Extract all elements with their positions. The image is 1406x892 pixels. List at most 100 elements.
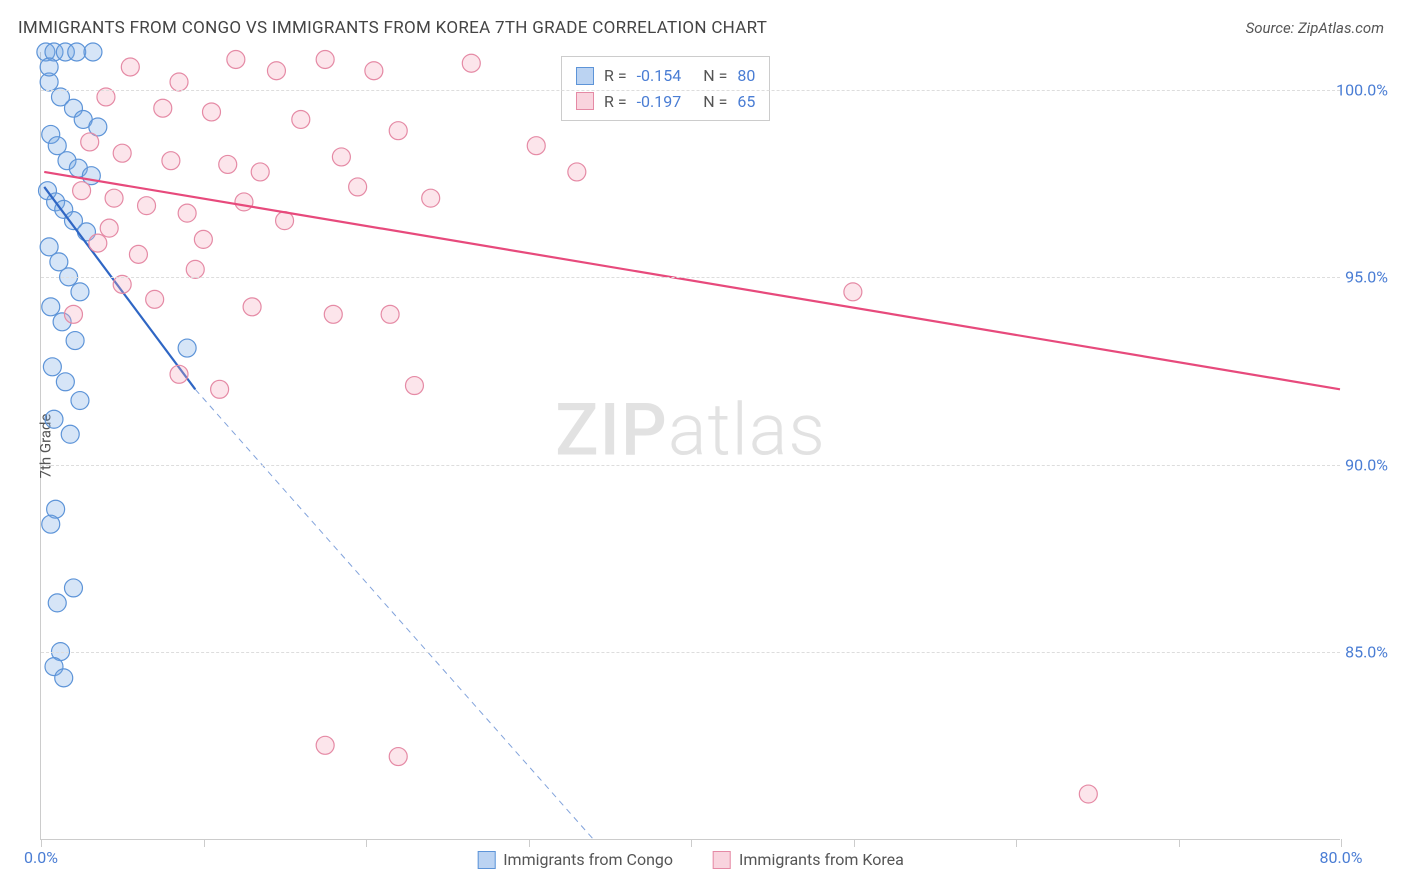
scatter-point xyxy=(332,148,350,166)
scatter-point xyxy=(100,219,118,237)
grid-line xyxy=(41,90,1340,91)
scatter-point xyxy=(568,163,586,181)
correlation-chart: 7th Grade ZIPatlas R = -0.154N = 80R = -… xyxy=(40,52,1388,840)
scatter-point xyxy=(84,43,102,61)
y-tick-label: 95.0% xyxy=(1345,268,1388,287)
stats-n-value: 65 xyxy=(737,89,755,115)
scatter-point xyxy=(61,425,79,443)
stats-swatch xyxy=(576,92,594,110)
scatter-point xyxy=(194,230,212,248)
x-tick xyxy=(529,839,530,847)
scatter-point xyxy=(64,579,82,597)
scatter-point xyxy=(105,189,123,207)
stats-n-label: N = xyxy=(703,89,727,115)
scatter-point xyxy=(365,62,383,80)
scatter-point xyxy=(251,163,269,181)
scatter-point xyxy=(71,392,89,410)
x-tick xyxy=(1016,839,1017,847)
scatter-point xyxy=(146,290,164,308)
scatter-point xyxy=(316,736,334,754)
scatter-point xyxy=(68,43,86,61)
scatter-point xyxy=(170,365,188,383)
scatter-point xyxy=(48,594,66,612)
stats-r-label: R = xyxy=(604,89,627,115)
scatter-point xyxy=(203,103,221,121)
scatter-point xyxy=(462,54,480,72)
regression-extension xyxy=(195,389,593,839)
stats-row: R = -0.154 N = 80 xyxy=(576,63,755,89)
scatter-point xyxy=(381,305,399,323)
scatter-point xyxy=(81,133,99,151)
legend-swatch xyxy=(713,851,731,869)
x-tick-label: 0.0% xyxy=(24,848,58,867)
scatter-point xyxy=(113,144,131,162)
scatter-point xyxy=(349,178,367,196)
scatter-point xyxy=(170,73,188,91)
stats-r-label: R = xyxy=(604,63,627,89)
x-tick xyxy=(691,839,692,847)
scatter-point xyxy=(267,62,285,80)
scatter-point xyxy=(154,99,172,117)
scatter-point xyxy=(64,305,82,323)
grid-line xyxy=(41,277,1340,278)
scatter-point xyxy=(235,193,253,211)
scatter-point xyxy=(1079,785,1097,803)
scatter-point xyxy=(178,204,196,222)
scatter-point xyxy=(73,182,91,200)
scatter-point xyxy=(405,377,423,395)
scatter-point xyxy=(227,51,245,69)
scatter-point xyxy=(66,332,84,350)
stats-r-value: -0.154 xyxy=(637,63,682,89)
scatter-point xyxy=(129,245,147,263)
stats-row: R = -0.197N = 65 xyxy=(576,89,755,115)
legend-item: Immigrants from Congo xyxy=(477,850,673,869)
scatter-point xyxy=(56,373,74,391)
scatter-point xyxy=(316,51,334,69)
scatter-point xyxy=(89,234,107,252)
scatter-point xyxy=(40,58,58,76)
grid-line xyxy=(41,465,1340,466)
x-tick xyxy=(366,839,367,847)
scatter-point xyxy=(324,305,342,323)
scatter-point xyxy=(422,189,440,207)
stats-n-value: 80 xyxy=(737,63,755,89)
scatter-point xyxy=(42,515,60,533)
scatter-point xyxy=(389,748,407,766)
scatter-point xyxy=(138,197,156,215)
legend-swatch xyxy=(477,851,495,869)
legend-label: Immigrants from Korea xyxy=(739,850,904,869)
scatter-point xyxy=(219,155,237,173)
scatter-point xyxy=(844,283,862,301)
regression-line xyxy=(44,172,1340,389)
scatter-point xyxy=(42,298,60,316)
scatter-point xyxy=(97,88,115,106)
scatter-point xyxy=(121,58,139,76)
y-tick-label: 100.0% xyxy=(1336,80,1388,99)
grid-line xyxy=(41,652,1340,653)
stats-n-label: N = xyxy=(703,63,727,89)
scatter-point xyxy=(292,110,310,128)
x-tick xyxy=(41,839,42,847)
scatter-point xyxy=(186,260,204,278)
scatter-point xyxy=(45,410,63,428)
scatter-point xyxy=(211,380,229,398)
x-tick-label: 80.0% xyxy=(1320,848,1363,867)
scatter-point xyxy=(43,358,61,376)
x-tick xyxy=(1179,839,1180,847)
page-title: IMMIGRANTS FROM CONGO VS IMMIGRANTS FROM… xyxy=(18,18,767,38)
plot-area: 7th Grade ZIPatlas R = -0.154N = 80R = -… xyxy=(40,52,1340,840)
scatter-point xyxy=(389,122,407,140)
x-tick xyxy=(1341,839,1342,847)
stats-swatch xyxy=(576,67,594,85)
scatter-point xyxy=(71,283,89,301)
legend-label: Immigrants from Congo xyxy=(503,850,673,869)
plot-svg xyxy=(41,52,1340,839)
scatter-point xyxy=(162,152,180,170)
legend-item: Immigrants from Korea xyxy=(713,850,904,869)
scatter-point xyxy=(55,669,73,687)
y-tick-label: 90.0% xyxy=(1345,455,1388,474)
scatter-point xyxy=(178,339,196,357)
scatter-point xyxy=(243,298,261,316)
source-attribution: Source: ZipAtlas.com xyxy=(1246,19,1384,37)
scatter-point xyxy=(527,137,545,155)
